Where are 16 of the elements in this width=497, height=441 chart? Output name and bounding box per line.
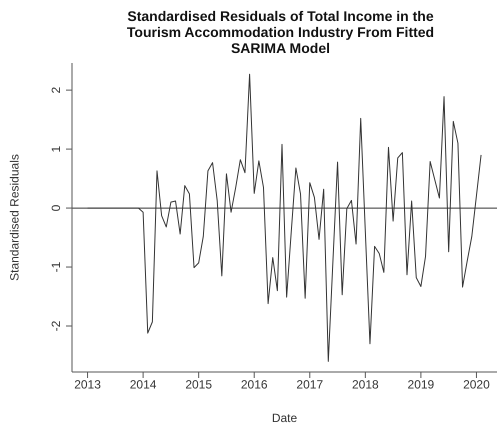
- x-tick-label: 2013: [74, 378, 102, 392]
- chart-title: Standardised Residuals of Total Income in the Tourism Accommodation Industry From Fitted SARIMA Model: [126, 8, 436, 56]
- y-tick-label: 0: [49, 204, 63, 212]
- x-tick-label: 2014: [130, 378, 157, 392]
- x-tick-label: 2015: [185, 378, 212, 392]
- x-tick-label: 2019: [408, 378, 435, 392]
- y-tick-label: 1: [49, 145, 63, 152]
- x-tick-label: 2016: [240, 378, 268, 392]
- x-tick-label: 2017: [296, 378, 324, 392]
- x-tick-label: 2020: [463, 378, 490, 392]
- y-tick-label: 2: [49, 86, 63, 94]
- x-axis-title: Date: [272, 411, 298, 425]
- y-tick-label: -1: [49, 261, 63, 272]
- y-tick-label: -2: [49, 320, 63, 332]
- x-tick-label: 2018: [352, 378, 380, 392]
- y-axis-title: Standardised Residuals: [7, 154, 22, 281]
